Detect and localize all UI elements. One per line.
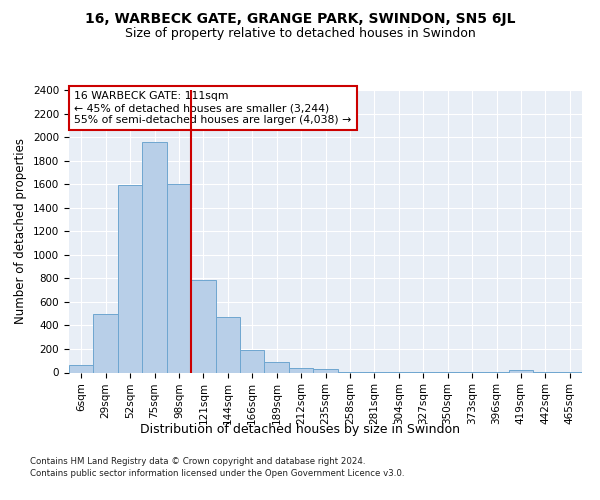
Text: Size of property relative to detached houses in Swindon: Size of property relative to detached ho… [125,28,475,40]
Bar [509,370,533,372]
Bar [191,280,215,372]
Text: Contains public sector information licensed under the Open Government Licence v3: Contains public sector information licen… [30,468,404,477]
Bar [215,317,240,372]
Bar [289,368,313,372]
Text: 16, WARBECK GATE, GRANGE PARK, SWINDON, SN5 6JL: 16, WARBECK GATE, GRANGE PARK, SWINDON, … [85,12,515,26]
Text: Contains HM Land Registry data © Crown copyright and database right 2024.: Contains HM Land Registry data © Crown c… [30,457,365,466]
Text: Distribution of detached houses by size in Swindon: Distribution of detached houses by size … [140,422,460,436]
Bar [313,369,338,372]
Bar [118,186,142,372]
Bar [94,314,118,372]
Text: 16 WARBECK GATE: 111sqm
← 45% of detached houses are smaller (3,244)
55% of semi: 16 WARBECK GATE: 111sqm ← 45% of detache… [74,92,352,124]
Bar [240,350,265,372]
Bar [142,142,167,372]
Bar [167,184,191,372]
Bar [69,366,94,372]
Y-axis label: Number of detached properties: Number of detached properties [14,138,28,324]
Bar [265,362,289,372]
